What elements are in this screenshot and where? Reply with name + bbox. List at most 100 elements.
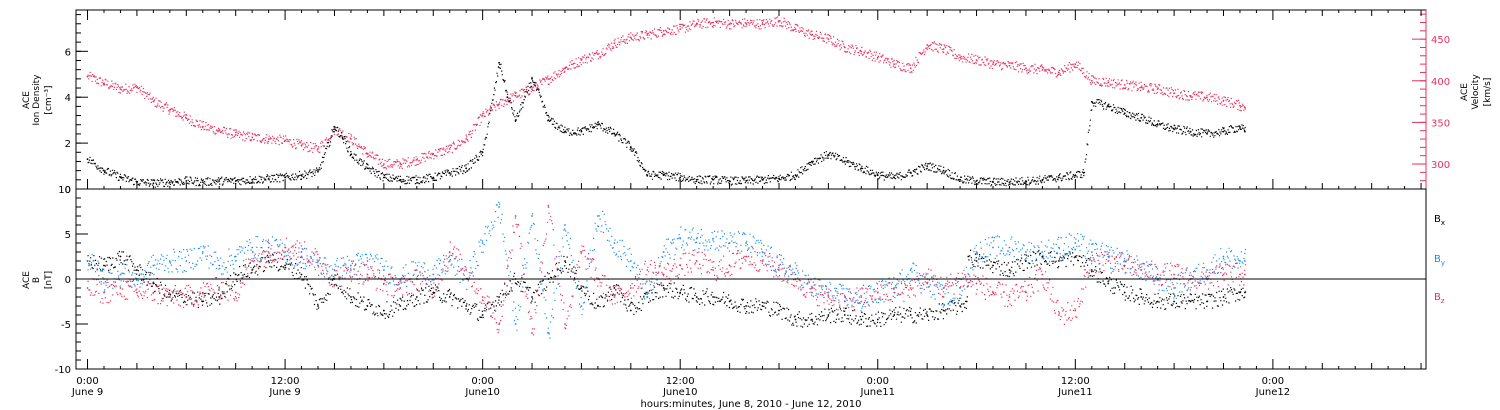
- data-point: [580, 251, 583, 253]
- data-point: [152, 182, 155, 185]
- data-point: [761, 260, 764, 262]
- data-point: [531, 88, 533, 90]
- data-point: [465, 269, 468, 271]
- data-point: [712, 237, 714, 240]
- data-point: [811, 291, 813, 294]
- data-point: [103, 169, 105, 172]
- data-point: [432, 273, 435, 276]
- data-point: [432, 287, 435, 289]
- data-point: [564, 67, 566, 70]
- data-point: [1140, 86, 1143, 89]
- data-point: [1082, 172, 1085, 174]
- data-point: [992, 291, 994, 294]
- data-point: [218, 296, 221, 298]
- date-tick-label: June11: [1057, 387, 1093, 398]
- data-point: [1025, 291, 1027, 294]
- data-point: [580, 130, 583, 133]
- data-point: [761, 305, 764, 307]
- data-point: [1107, 81, 1110, 84]
- data-point: [992, 181, 994, 184]
- data-point: [284, 251, 286, 253]
- data-point: [366, 305, 369, 307]
- time-tick-label: 0:00: [1262, 376, 1284, 387]
- series-data: [86, 16, 1246, 170]
- data-point: [1107, 255, 1110, 258]
- data-point: [597, 123, 599, 126]
- data-point: [1090, 79, 1093, 82]
- field-axis: -10 -5 0 5 10: [55, 185, 88, 376]
- data-point: [514, 94, 517, 97]
- data-point: [317, 170, 319, 173]
- data-point: [695, 23, 698, 26]
- series-data: [86, 61, 1246, 188]
- date-tick-label: June11: [860, 387, 896, 398]
- data-point: [992, 246, 994, 249]
- data-point: [366, 153, 369, 155]
- time-tick-label: 0:00: [867, 376, 889, 387]
- data-point: [432, 176, 435, 179]
- data-point: [843, 300, 846, 303]
- density-tick-label: 2: [65, 139, 71, 150]
- data-point: [827, 38, 830, 40]
- data-point: [234, 273, 237, 276]
- data-point: [761, 23, 764, 26]
- data-point: [580, 287, 583, 289]
- data-point: [1239, 273, 1241, 276]
- series-trace: [87, 249, 1247, 328]
- data-point: [1041, 251, 1044, 253]
- data-point: [317, 260, 319, 262]
- data-point: [893, 314, 896, 316]
- data-point: [1090, 260, 1093, 262]
- data-point: [1189, 130, 1192, 133]
- data-point: [843, 46, 846, 49]
- data-point: [350, 138, 352, 140]
- data-point: [514, 119, 517, 122]
- data-point: [1244, 106, 1246, 109]
- data-point: [415, 178, 418, 181]
- data-point: [333, 126, 336, 128]
- data-point: [975, 180, 978, 182]
- data-point: [267, 260, 270, 262]
- data-point: [662, 273, 665, 276]
- data-point: [564, 260, 566, 262]
- data-point: [1222, 130, 1225, 133]
- data-point: [827, 296, 830, 298]
- data-point: [1058, 260, 1060, 262]
- data-point: [465, 138, 468, 140]
- data-point: [267, 246, 270, 249]
- data-point: [1008, 269, 1011, 271]
- legend-subscript: y: [1441, 259, 1445, 267]
- data-point: [383, 269, 385, 271]
- data-point: [580, 305, 583, 307]
- date-tick-label: June10: [662, 387, 698, 398]
- data-point: [712, 296, 714, 298]
- data-point: [712, 269, 714, 271]
- legend-subscript: x: [1441, 219, 1445, 227]
- data-point: [415, 159, 418, 161]
- data-point: [728, 23, 731, 26]
- data-point: [761, 251, 764, 253]
- data-point: [662, 29, 665, 32]
- data-point: [1008, 296, 1011, 298]
- data-point: [201, 251, 204, 253]
- data-point: [613, 42, 616, 45]
- velocity-tick-label: 450: [1431, 35, 1450, 46]
- data-point: [811, 318, 813, 321]
- data-point: [1074, 255, 1077, 258]
- data-point: [1173, 128, 1175, 131]
- data-point: [1239, 126, 1241, 128]
- data-point: [909, 67, 912, 70]
- data-point: [350, 296, 352, 298]
- data-point: [860, 167, 863, 170]
- data-point: [383, 176, 385, 179]
- velocity-axis-label-line3: [km/s]: [1483, 78, 1493, 107]
- data-point: [695, 178, 698, 181]
- data-point: [514, 323, 517, 325]
- data-point: [629, 36, 632, 39]
- data-point: [860, 296, 863, 298]
- data-point: [119, 287, 122, 289]
- data-point: [1173, 300, 1175, 303]
- data-point: [975, 59, 978, 61]
- data-point: [1206, 269, 1208, 271]
- data-point: [136, 269, 138, 271]
